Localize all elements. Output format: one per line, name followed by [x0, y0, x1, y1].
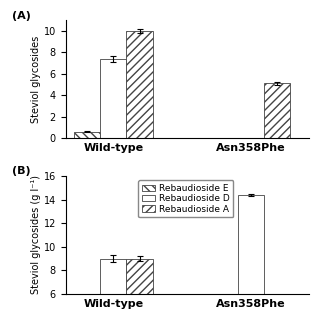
- Bar: [126, 31, 153, 138]
- Bar: [264, 84, 290, 138]
- Bar: [74, 132, 100, 138]
- Bar: [100, 259, 126, 320]
- Bar: [100, 59, 126, 138]
- Legend: Rebaudioside E, Rebaudioside D, Rebaudioside A: Rebaudioside E, Rebaudioside D, Rebaudio…: [138, 180, 233, 217]
- Text: (A): (A): [12, 11, 31, 20]
- Bar: [237, 195, 264, 320]
- Y-axis label: Steviol glycosides: Steviol glycosides: [31, 36, 41, 123]
- Text: (B): (B): [12, 166, 31, 176]
- Bar: [126, 259, 153, 320]
- Y-axis label: Steviol glycosides (g l⁻¹): Steviol glycosides (g l⁻¹): [31, 175, 41, 294]
